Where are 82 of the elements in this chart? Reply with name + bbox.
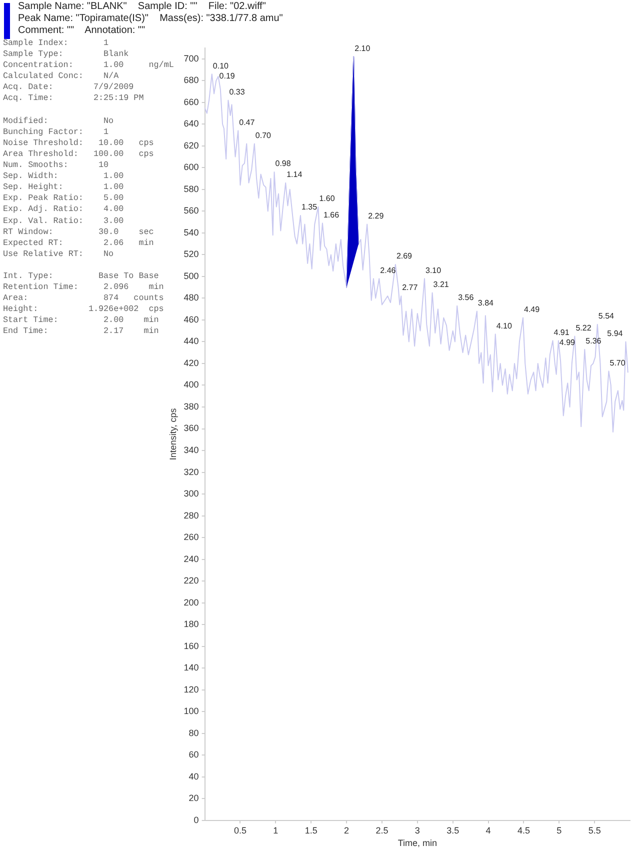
x-tick-label: 3 [414,825,420,836]
y-tick-label: 40 [188,771,199,782]
y-tick-label: 260 [184,532,199,542]
y-tick-label: 0 [194,814,199,825]
annotation: 5.54 [598,312,615,321]
y-tick-label: 500 [184,270,199,281]
annotation: 3.56 [458,293,474,302]
y-tick-label: 180 [184,619,199,630]
annotation: 0.98 [275,159,292,168]
y-tick-label: 460 [184,314,199,324]
text: Int. Type: Base To Base Retention Time: 2.096 min Area: 874 counts Height: 1.926e+002 cps Start Time: 2.00 min End Time: 2.17 min [3,270,165,338]
annotation: 5.36 [586,336,602,346]
y-tick-label: 440 [184,336,199,346]
chart-title: Sample Name: "BLANK" Sample ID: "" File: "02.wiff" [18,1,267,13]
annotation: 0.47 [239,118,256,127]
y-tick-label: 320 [184,466,199,477]
y-tick-label: 240 [184,554,199,564]
x-tick-label: 5 [556,825,562,836]
x-tick-label: 4.5 [517,825,530,836]
annotation: 4.99 [559,338,576,347]
y-tick-label: 200 [184,597,199,608]
y-tick-label: 20 [188,793,199,804]
x-axis-title: Time, min [398,838,437,848]
y-tick-label: 620 [184,140,199,150]
y-tick-label: 480 [184,292,199,303]
annotation: 2.46 [380,266,396,275]
annotation: 1.60 [319,194,336,204]
y-tick-label: 680 [184,75,199,86]
x-tick-label: 1.5 [304,825,318,836]
y-tick-label: 60 [188,750,199,760]
x-tick-label: 0.5 [234,825,247,836]
annotation: 0.10 [212,61,230,70]
annotation: 2.10 [354,44,371,53]
annotation: 4.49 [524,305,540,314]
y-tick-label: 580 [184,184,199,194]
y-tick-label: 700 [184,53,199,64]
y-tick-label: 140 [184,662,199,673]
y-tick-label: 560 [184,206,199,216]
y-tick-label: 640 [184,118,199,129]
y-tick-label: 160 [184,640,199,651]
annotation: 3.10 [425,266,442,275]
annotation: 1.35 [301,202,318,212]
annotation: 0.19 [219,71,236,80]
x-tick-label: 1 [273,825,278,836]
y-tick-label: 80 [188,728,199,738]
x-tick-label: 2 [344,825,350,836]
y-axis-title: Intensity, cps [168,408,178,460]
x-tick-label: 2.5 [376,825,388,836]
x-tick-label: 5.5 [588,825,601,836]
y-tick-label: 520 [184,249,199,260]
y-tick-label: 100 [184,706,199,716]
y-tick-label: 600 [184,162,199,172]
y-tick-label: 280 [184,510,199,520]
y-tick-label: 220 [184,576,199,586]
annotation: 1.66 [323,210,340,220]
annotation: 0.33 [229,87,246,96]
y-tick-label: 360 [184,423,199,434]
y-tick-label: 400 [184,380,199,390]
annotation: 2.29 [368,211,384,220]
x-tick-label: 4 [486,825,491,836]
annotation: 0.70 [255,130,272,140]
annotation: 4.10 [496,321,512,330]
annotation: 2.77 [402,283,418,292]
y-tick-label: 380 [184,401,199,412]
y-tick-label: 540 [184,227,199,238]
annotation: 5.22 [576,323,592,332]
annotation: 1.14 [286,170,303,180]
annotation: 2.69 [396,252,413,261]
annotation: 3.21 [433,280,450,289]
y-tick-label: 120 [184,684,199,694]
y-tick-label: 660 [184,96,199,107]
chart-subtitle: Peak Name: "Topiramate(IS)" Mass(es): "338.1/77.8 amu" Comment: "" Annotation: "" [18,13,283,37]
annotation: 4.91 [554,328,570,337]
y-tick-label: 300 [184,488,199,499]
text: Modified: No Bunching Factor: 1 Noise Threshold: 10.00 cps Area Threshold: 100.00 cps Num. Smooths: 10 Sep. Width: 1.00 Sep. Height: 1.00 Exp. Peak Ratio: 5.00 Exp. Adj. Ratio: 4.00 Exp. Val. Ratio: 3.00 RT Window: 30.0 sec Expected RT: 2.06 min Use Relative RT: No [3,116,154,259]
annotation: 3.84 [478,298,494,308]
text: Sample Index: 1 Sample Type: Blank Concentration: 1.00 ng/mL Calculated Conc: N/A Acq. Date: 7/9/2009 Acq. Time: 2:25:19 PM [3,38,174,105]
y-tick-label: 340 [184,445,199,456]
x-tick-label: 3.5 [446,825,460,836]
y-tick-label: 420 [184,358,199,368]
annotation: 5.94 [607,328,624,338]
annotation: 5.70 [610,358,626,368]
